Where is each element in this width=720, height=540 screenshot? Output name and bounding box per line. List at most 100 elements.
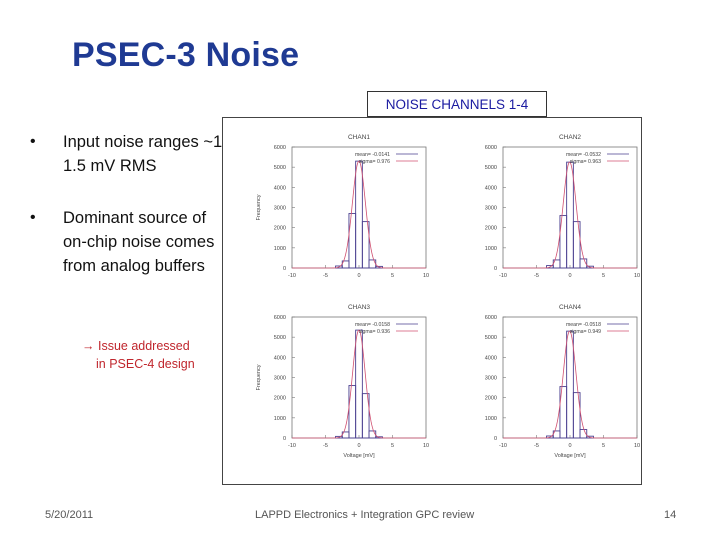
x-tick-label: 10 (423, 443, 429, 449)
y-tick-label: 2000 (274, 396, 286, 402)
x-tick-label: 5 (602, 443, 605, 449)
histogram-bar (586, 435, 594, 439)
bullet-list: • Input noise ranges ~1-1.5 mV RMS • Dom… (30, 130, 230, 306)
y-tick-label: 6000 (485, 315, 497, 321)
y-tick-label: 2000 (485, 226, 497, 232)
histogram-bar (572, 392, 581, 439)
x-tick-label: -10 (499, 443, 507, 449)
sub-note-line: in PSEC-4 design (96, 357, 195, 371)
fit-curve (503, 161, 637, 269)
y-tick-label: 0 (494, 266, 497, 272)
fit-stat-label: sigma= 0.949 (570, 329, 601, 335)
x-tick-label: 5 (391, 273, 394, 279)
x-tick-label: 10 (634, 443, 640, 449)
y-tick-label: 0 (283, 266, 286, 272)
sub-note: → Issue addressed in PSEC-4 design (82, 337, 242, 373)
y-tick-label: 3000 (274, 206, 286, 212)
fit-stat-label: mean= -0.0518 (566, 322, 601, 328)
x-tick-label: -10 (288, 443, 296, 449)
plot-frame (502, 146, 638, 269)
histogram-bar (355, 329, 363, 439)
y-tick-label: 1000 (485, 416, 497, 422)
y-tick-label: 2000 (485, 396, 497, 402)
histogram-bar (361, 393, 370, 439)
fit-stat-label: mean= -0.0158 (355, 322, 390, 328)
fit-stat-label: mean= -0.0141 (355, 152, 390, 158)
bullet-text: Dominant source of on-chip noise comes f… (63, 209, 215, 275)
histogram-bar (361, 221, 370, 269)
x-tick-label: -5 (323, 273, 328, 279)
y-tick-label: 4000 (274, 355, 286, 361)
slide-title: PSEC-3 Noise (72, 36, 300, 74)
plot-frame (502, 316, 638, 439)
histogram-bar (355, 160, 363, 269)
histogram-bar (579, 258, 588, 269)
histogram-bar (579, 429, 588, 439)
histogram-bar (572, 221, 581, 269)
y-tick-label: 5000 (274, 335, 286, 341)
histogram-bar (375, 436, 383, 439)
y-tick-label: 4000 (274, 185, 286, 191)
fit-curve (503, 330, 637, 439)
sub-note-line: → Issue addressed (82, 339, 190, 353)
plot-frame (291, 316, 427, 439)
y-tick-label: 6000 (274, 315, 286, 321)
x-axis-label: Voltage [mV] (554, 453, 586, 459)
bullet-text: Input noise ranges ~1-1.5 mV RMS (63, 133, 228, 175)
x-tick-label: -5 (323, 443, 328, 449)
y-axis-label: Frequency (256, 364, 262, 390)
chart-title: CHAN1 (348, 134, 370, 141)
x-tick-label: 5 (391, 443, 394, 449)
x-tick-label: 10 (423, 273, 429, 279)
y-axis-label: Frequency (256, 194, 262, 220)
fit-stat-label: sigma= 0.976 (359, 159, 390, 165)
plot-frame (291, 146, 427, 269)
x-tick-label: 0 (357, 443, 360, 449)
y-tick-label: 1000 (485, 246, 497, 252)
y-tick-label: 4000 (485, 185, 497, 191)
fit-stat-label: mean= -0.0532 (566, 152, 601, 158)
fit-curve (292, 160, 426, 269)
histogram-bar (586, 265, 594, 269)
histogram-bar (348, 213, 357, 269)
y-tick-label: 5000 (274, 165, 286, 171)
x-tick-label: -5 (534, 273, 539, 279)
bullet-item: • Input noise ranges ~1-1.5 mV RMS (30, 130, 230, 178)
y-tick-label: 6000 (274, 145, 286, 151)
y-tick-label: 4000 (485, 355, 497, 361)
histogram-bar (566, 330, 574, 439)
bullet-dot-icon: • (30, 209, 36, 226)
y-tick-label: 1000 (274, 246, 286, 252)
bullet-item: • Dominant source of on-chip noise comes… (30, 206, 230, 278)
y-tick-label: 3000 (485, 376, 497, 382)
y-tick-label: 5000 (485, 335, 497, 341)
fit-stat-label: sigma= 0.963 (570, 159, 601, 165)
x-axis-label: Voltage [mV] (343, 453, 375, 459)
x-tick-label: -10 (499, 273, 507, 279)
bullet-dot-icon: • (30, 133, 36, 150)
footer-center-text: LAPPD Electronics + Integration GPC revi… (255, 509, 475, 521)
noise-histogram-figure: CHAN1 0 1000 2000 3000 4000 5000 6000 -10 -5 0 5 10 F… (222, 117, 642, 485)
chart-title: CHAN2 (559, 134, 581, 141)
y-tick-label: 5000 (485, 165, 497, 171)
y-tick-label: 2000 (274, 226, 286, 232)
histogram-bar (375, 265, 383, 269)
figure-label: NOISE CHANNELS 1-4 (367, 91, 547, 117)
x-tick-label: 10 (634, 273, 640, 279)
y-tick-label: 0 (494, 436, 497, 442)
histogram-bar (566, 161, 574, 269)
footer-date: 5/20/2011 (45, 509, 94, 521)
histogram-bar (368, 430, 377, 439)
y-tick-label: 0 (283, 436, 286, 442)
histogram-bar (368, 259, 377, 269)
fit-curve (292, 329, 426, 439)
x-tick-label: -10 (288, 273, 296, 279)
chart-title: CHAN4 (559, 304, 581, 311)
page-number: 14 (664, 509, 677, 521)
x-tick-label: 0 (568, 443, 571, 449)
chart-title: CHAN3 (348, 304, 370, 311)
x-tick-label: 0 (568, 273, 571, 279)
y-tick-label: 3000 (274, 376, 286, 382)
x-tick-label: 0 (357, 273, 360, 279)
